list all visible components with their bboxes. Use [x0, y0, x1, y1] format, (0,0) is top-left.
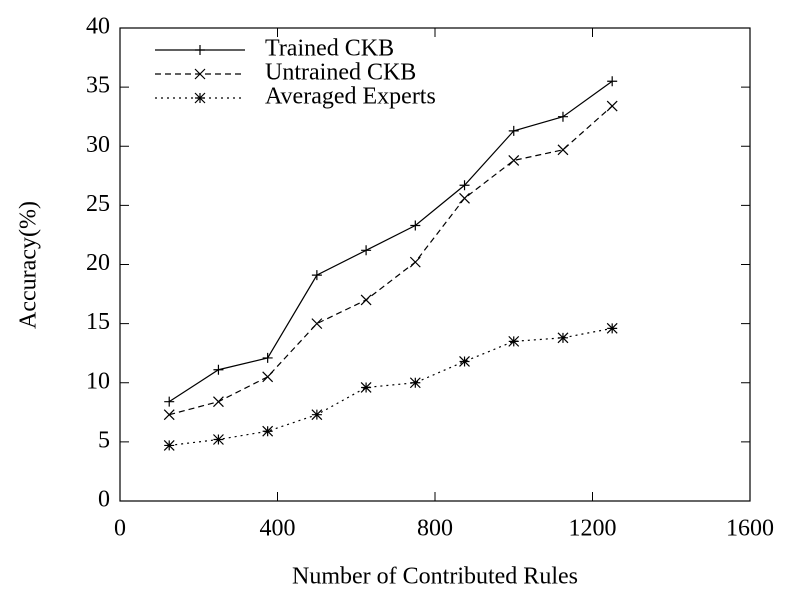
point-marker: [360, 382, 372, 393]
y-tick-label: 30: [86, 132, 110, 158]
series-line: [169, 105, 613, 416]
point-marker: [607, 76, 618, 87]
point-marker: [311, 409, 323, 421]
point-marker: [213, 434, 224, 445]
x-axis-label: Number of Contributed Rules: [292, 564, 578, 590]
legend-label: Averaged Experts: [265, 84, 436, 110]
point-marker: [557, 111, 568, 122]
point-marker: [213, 396, 224, 408]
series-line: [168, 80, 613, 403]
y-tick-label: 20: [86, 250, 110, 276]
legend-label: Trained CKB: [265, 36, 394, 62]
y-tick-label: 40: [86, 14, 110, 40]
legend-marker: [195, 45, 205, 55]
point-marker: [459, 356, 470, 367]
point-marker: [410, 220, 421, 231]
point-marker: [164, 396, 175, 407]
point-marker: [508, 335, 520, 347]
x-tick-label: 1200: [569, 516, 617, 542]
point-marker: [213, 364, 224, 375]
point-marker: [557, 144, 569, 156]
x-tick-label: 800: [417, 516, 453, 542]
point-marker: [262, 352, 273, 363]
point-marker: [459, 192, 470, 204]
y-tick-label: 25: [86, 191, 110, 217]
point-marker: [409, 377, 421, 389]
point-marker: [311, 270, 322, 281]
point-marker: [360, 294, 372, 306]
legend-label: Untrained CKB: [265, 60, 416, 86]
point-marker: [508, 155, 520, 166]
x-tick-label: 0: [114, 516, 126, 542]
point-marker: [361, 245, 372, 256]
point-marker: [459, 180, 470, 191]
point-marker: [262, 371, 274, 383]
y-tick-label: 10: [86, 368, 110, 394]
y-tick-label: 0: [98, 487, 110, 513]
point-marker: [508, 125, 519, 136]
x-tick-label: 1600: [726, 516, 774, 542]
point-marker: [606, 322, 618, 334]
point-marker: [606, 100, 618, 112]
y-tick-label: 15: [86, 309, 110, 335]
x-tick-label: 400: [260, 516, 296, 542]
point-marker: [311, 318, 323, 330]
point-marker: [409, 256, 421, 268]
legend-marker: [194, 92, 206, 104]
point-marker: [163, 439, 175, 451]
point-marker: [557, 332, 569, 344]
legend-marker: [194, 68, 206, 80]
y-axis-label: Accuracy(%): [16, 201, 42, 329]
series-line: [169, 327, 613, 447]
y-tick-label: 35: [86, 73, 110, 99]
y-tick-label: 5: [98, 427, 110, 453]
point-marker: [163, 409, 175, 421]
point-marker: [262, 425, 274, 437]
